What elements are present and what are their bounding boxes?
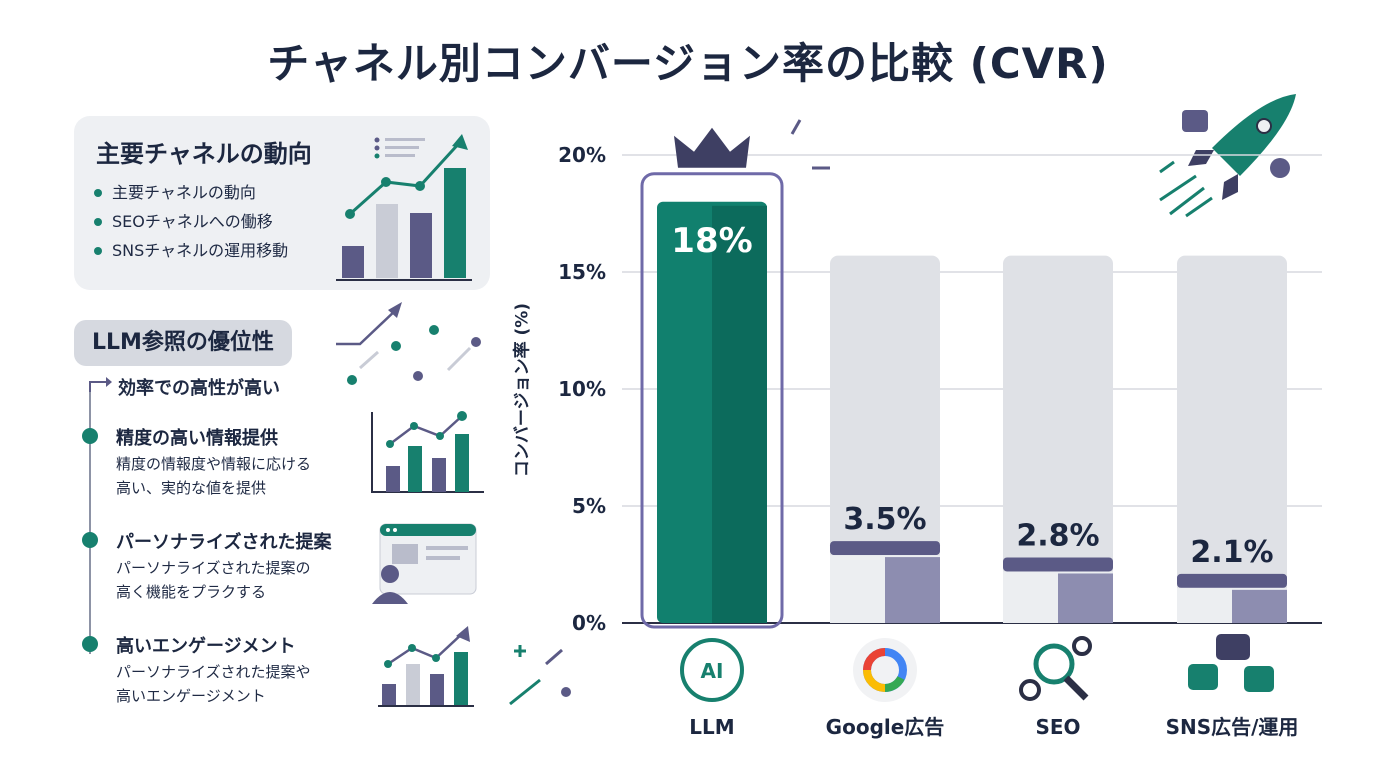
card-title: 主要チャネルの動向 — [96, 140, 312, 168]
x-category-label: Google広告 — [826, 715, 945, 739]
bar-cap — [1003, 557, 1113, 572]
google-green-arc — [884, 675, 905, 692]
feature-title: パーソナライズされた提案 — [116, 532, 332, 553]
bar-shade — [1232, 589, 1287, 623]
card-list: 主要チャネルの動向 SEOチャネルへの働移 SNSチャネルの運用移動 — [94, 178, 288, 265]
trend-card: 主要チャネルの動向 主要チャネルの動向 SEOチャネルへの働移 SNSチャネルの… — [74, 116, 490, 290]
y-tick-label: 10% — [558, 377, 606, 401]
bar-chart-icon — [371, 411, 484, 493]
card-list-item: SEOチャネルへの働移 — [94, 207, 288, 236]
feature-desc-line: 高く機能をプラクする — [116, 583, 267, 601]
growth-chart-icon — [336, 134, 472, 281]
arrow-text: 効率での高性が高い — [118, 378, 280, 399]
bar-cap — [1177, 573, 1287, 588]
feature-desc-line: 高い、実的な値を提供 — [116, 479, 267, 497]
page-title: チャネル別コンバージョン率の比較 (CVR) — [267, 39, 1109, 88]
data-label: 3.5% — [843, 502, 926, 537]
google-g-icon — [853, 638, 917, 702]
crown-icon — [674, 127, 750, 168]
data-label: 18% — [671, 221, 752, 261]
data-label: 2.1% — [1190, 535, 1273, 570]
y-tick-label: 5% — [572, 494, 606, 518]
arrow-icon — [89, 381, 106, 392]
thumbs-up-icon — [1182, 110, 1208, 132]
gear-icon — [1072, 636, 1092, 656]
like-bubble-icon — [1188, 664, 1218, 690]
feature-title: 精度の高い情報提供 — [116, 428, 278, 449]
bar-shade — [1058, 573, 1113, 623]
feature-desc: 精度の情報度や情報に応ける 高い、実的な値を提供 — [116, 452, 376, 500]
personalized-browser-icon — [372, 523, 477, 604]
gear-icon — [1019, 679, 1041, 701]
scatter-decor-icon — [336, 302, 481, 385]
magnifier-handle — [1063, 675, 1089, 701]
bar-background — [830, 255, 940, 623]
highlight-frame — [640, 172, 784, 629]
feature-desc-line: 高いエンゲージメント — [116, 687, 266, 705]
y-tick-label: 15% — [558, 260, 606, 284]
arrow-head-icon — [106, 377, 112, 387]
feature-desc: パーソナライズされた提案や 高いエンゲージメント — [116, 660, 376, 708]
heart-bubble-icon — [1216, 634, 1250, 660]
x-category-label: LLM — [689, 715, 734, 739]
brain-ai-icon — [680, 638, 744, 702]
feature-desc-line: パーソナライズされた提案や — [116, 663, 311, 681]
feature-dot — [82, 636, 98, 652]
sparkle-decor-icon — [509, 119, 830, 706]
data-label: 2.8% — [1016, 518, 1099, 553]
share-icon — [1270, 158, 1290, 178]
bar-shade — [712, 205, 767, 624]
bar-cap — [830, 541, 940, 556]
growth-chart-small-icon — [378, 626, 474, 707]
seo-gear-magnifier-icon — [1033, 643, 1075, 685]
x-category-label: SEO — [1035, 715, 1080, 739]
feature-desc-line: 精度の情報度や情報に応ける — [116, 455, 312, 473]
feature-title: 高いエンゲージメント — [116, 636, 296, 657]
feature-timeline-line — [89, 392, 91, 654]
feature-dot — [82, 428, 98, 444]
feature-dot — [82, 532, 98, 548]
y-tick-label: 20% — [558, 143, 606, 167]
feature-desc: パーソナライズされた提案の 高く機能をプラクする — [116, 556, 376, 604]
card-list-item: SNSチャネルの運用移動 — [94, 236, 288, 265]
bar-background — [1177, 255, 1287, 623]
x-category-label: SNS広告/運用 — [1166, 715, 1299, 739]
section-title: LLM参照の優位性 — [74, 320, 292, 366]
y-tick-label: 0% — [572, 611, 606, 635]
bar-background — [1003, 255, 1113, 623]
google-yellow-arc — [863, 669, 886, 692]
social-chat-icon — [1244, 666, 1274, 692]
feature-desc-line: パーソナライズされた提案の — [116, 559, 311, 577]
card-list-item: 主要チャネルの動向 — [94, 178, 288, 207]
bar-shade — [885, 557, 940, 623]
ai-icon-text: AI — [701, 659, 724, 683]
google-red-arc — [863, 648, 886, 671]
